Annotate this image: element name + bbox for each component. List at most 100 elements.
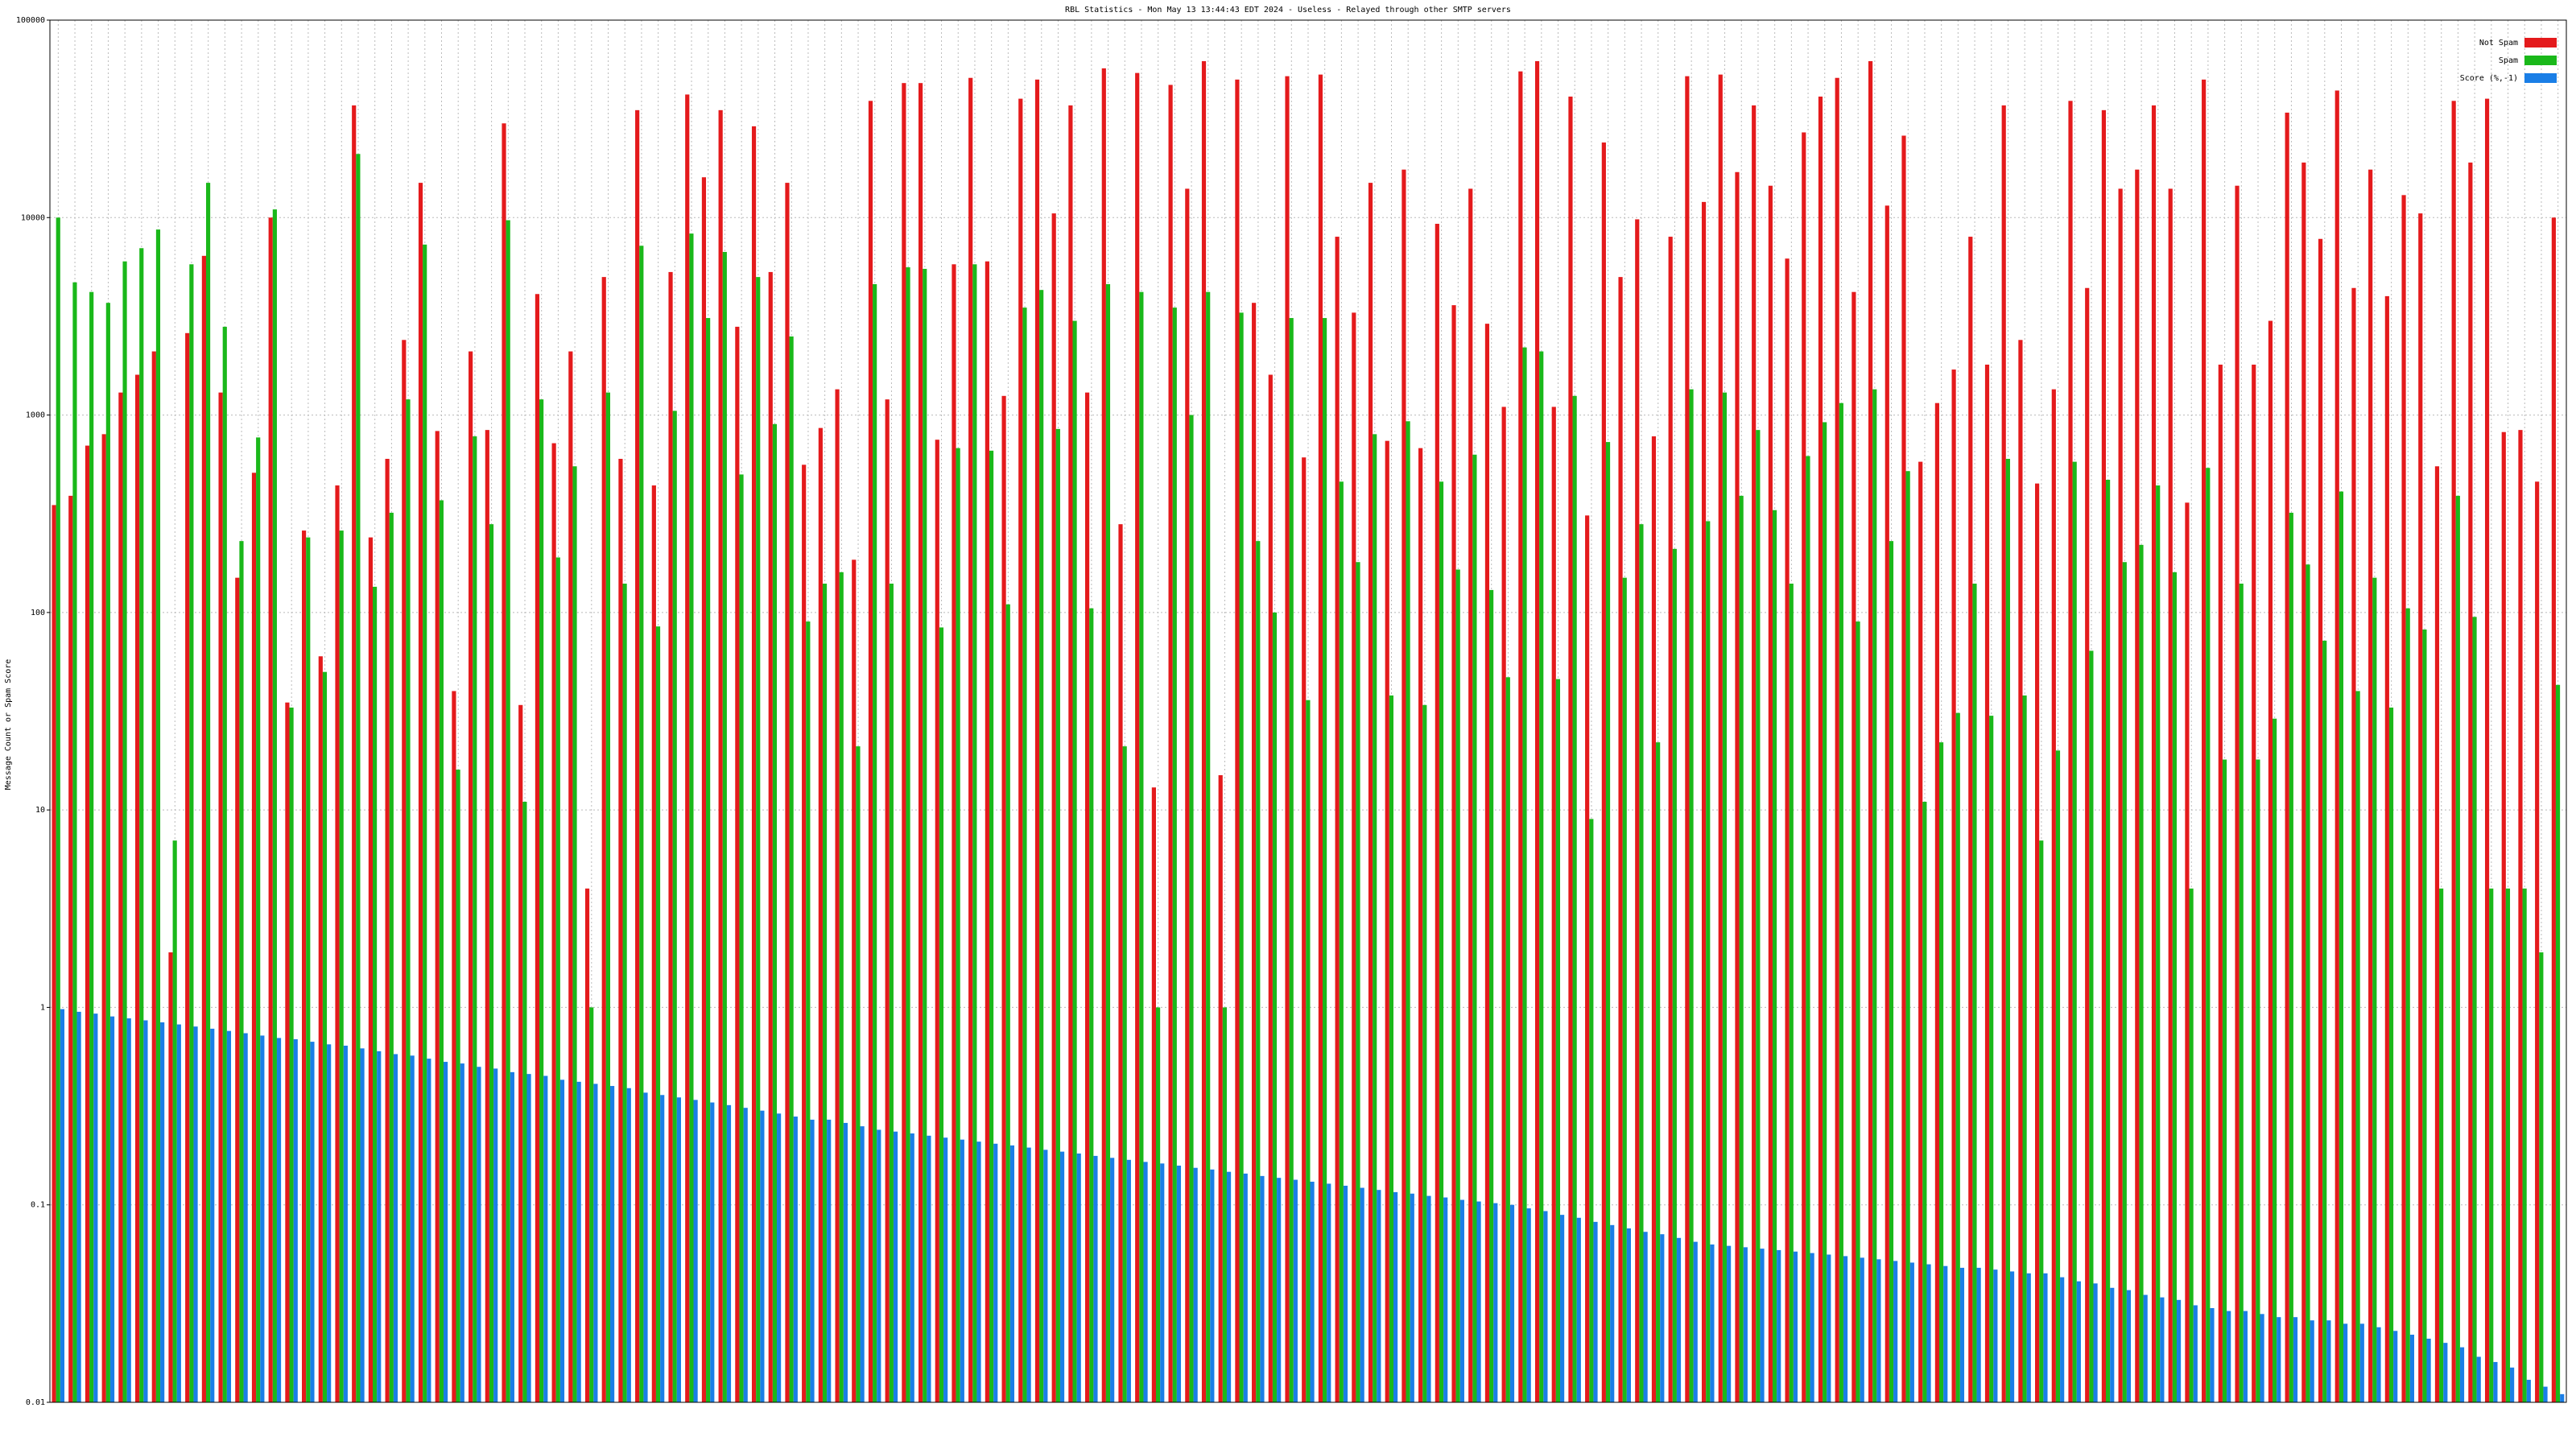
bar xyxy=(1752,105,1757,1403)
bar xyxy=(543,1075,548,1402)
bar xyxy=(1693,1241,1698,1402)
bar xyxy=(1810,1253,1814,1402)
bar xyxy=(335,485,340,1403)
bar xyxy=(1352,312,1356,1403)
bar xyxy=(572,466,577,1402)
bar xyxy=(1435,224,1439,1403)
bar xyxy=(1972,584,1977,1402)
bar xyxy=(1484,324,1490,1402)
bar xyxy=(1743,1247,1748,1402)
bar xyxy=(1601,142,1606,1402)
bar xyxy=(2326,1320,2331,1402)
bar xyxy=(1839,402,1843,1402)
bar xyxy=(935,440,939,1403)
bar xyxy=(1651,436,1657,1402)
y-tick-label: 0.01 xyxy=(26,1398,45,1407)
bar xyxy=(423,244,427,1402)
bar xyxy=(76,1011,81,1402)
bar xyxy=(1501,407,1506,1402)
bar xyxy=(972,264,977,1402)
bar xyxy=(2555,684,2561,1402)
bar xyxy=(118,392,123,1402)
legend-swatch xyxy=(2524,56,2557,65)
bar xyxy=(726,1104,732,1402)
bar xyxy=(2122,562,2127,1402)
bar xyxy=(1551,407,1556,1402)
bar xyxy=(372,586,378,1402)
bar xyxy=(626,1088,631,1402)
bar xyxy=(1022,308,1027,1402)
bar xyxy=(2093,1283,2098,1402)
bar xyxy=(1272,612,1278,1402)
bar xyxy=(701,177,707,1402)
bar xyxy=(1739,495,1744,1402)
bar xyxy=(1468,188,1473,1402)
bar xyxy=(1668,237,1673,1402)
bar xyxy=(1777,1249,1781,1402)
bar xyxy=(639,246,644,1402)
bar xyxy=(1239,312,1244,1403)
bar xyxy=(860,1126,865,1402)
bar xyxy=(2434,466,2440,1402)
bar xyxy=(1176,1165,1182,1402)
bar xyxy=(1443,1197,1448,1402)
bar xyxy=(289,707,294,1402)
bar xyxy=(1568,96,1573,1402)
bar xyxy=(1101,68,1106,1403)
bar xyxy=(93,1013,98,1402)
bar xyxy=(576,1081,581,1402)
bar xyxy=(555,557,560,1402)
bar xyxy=(251,473,257,1402)
bar xyxy=(1201,60,1207,1403)
bar xyxy=(2526,1380,2531,1402)
bar xyxy=(406,399,411,1402)
bar xyxy=(1656,742,1661,1402)
bar xyxy=(1593,1221,1598,1402)
bar xyxy=(1955,712,1960,1402)
bar xyxy=(2252,364,2256,1402)
bar xyxy=(1235,79,1240,1402)
bar xyxy=(1951,369,1956,1402)
bar xyxy=(1172,308,1177,1402)
bar xyxy=(1055,428,1060,1402)
bar xyxy=(1335,237,1340,1402)
bar xyxy=(2218,364,2223,1402)
plot-frame xyxy=(49,19,2567,1403)
bar xyxy=(522,801,527,1402)
bar xyxy=(389,512,394,1402)
y-tick-label: 1000 xyxy=(26,411,45,420)
legend-label: Score (%,-1) xyxy=(2460,74,2518,83)
bar xyxy=(806,621,811,1402)
chart-title: RBL Statistics - Mon May 13 13:44:43 EDT… xyxy=(1065,6,1511,14)
bar xyxy=(489,524,494,1402)
bar xyxy=(2343,1323,2348,1402)
bar xyxy=(2043,1273,2048,1402)
bar xyxy=(1018,98,1023,1402)
y-tick-label: 100 xyxy=(31,609,45,617)
bar xyxy=(1922,801,1927,1402)
bar xyxy=(2455,495,2460,1402)
bar xyxy=(1626,1228,1631,1402)
y-tick-label: 10000 xyxy=(21,213,45,222)
bar xyxy=(1422,704,1427,1402)
bar xyxy=(510,1071,514,1402)
bar xyxy=(1701,201,1707,1403)
bar xyxy=(2501,431,2506,1402)
bar xyxy=(902,83,906,1402)
bar xyxy=(668,271,673,1403)
bar xyxy=(1306,700,1311,1402)
bar xyxy=(601,277,606,1403)
bar xyxy=(239,541,244,1402)
bar xyxy=(635,109,640,1402)
bar xyxy=(2239,584,2244,1402)
bar xyxy=(222,326,227,1403)
bar xyxy=(1618,277,1623,1403)
bar xyxy=(243,1033,248,1402)
bar xyxy=(318,656,323,1402)
bar xyxy=(2273,718,2277,1402)
bar xyxy=(1143,1162,1148,1402)
bar xyxy=(1493,1203,1498,1402)
bar xyxy=(502,123,506,1403)
bar xyxy=(2189,888,2194,1402)
bar xyxy=(551,443,556,1403)
